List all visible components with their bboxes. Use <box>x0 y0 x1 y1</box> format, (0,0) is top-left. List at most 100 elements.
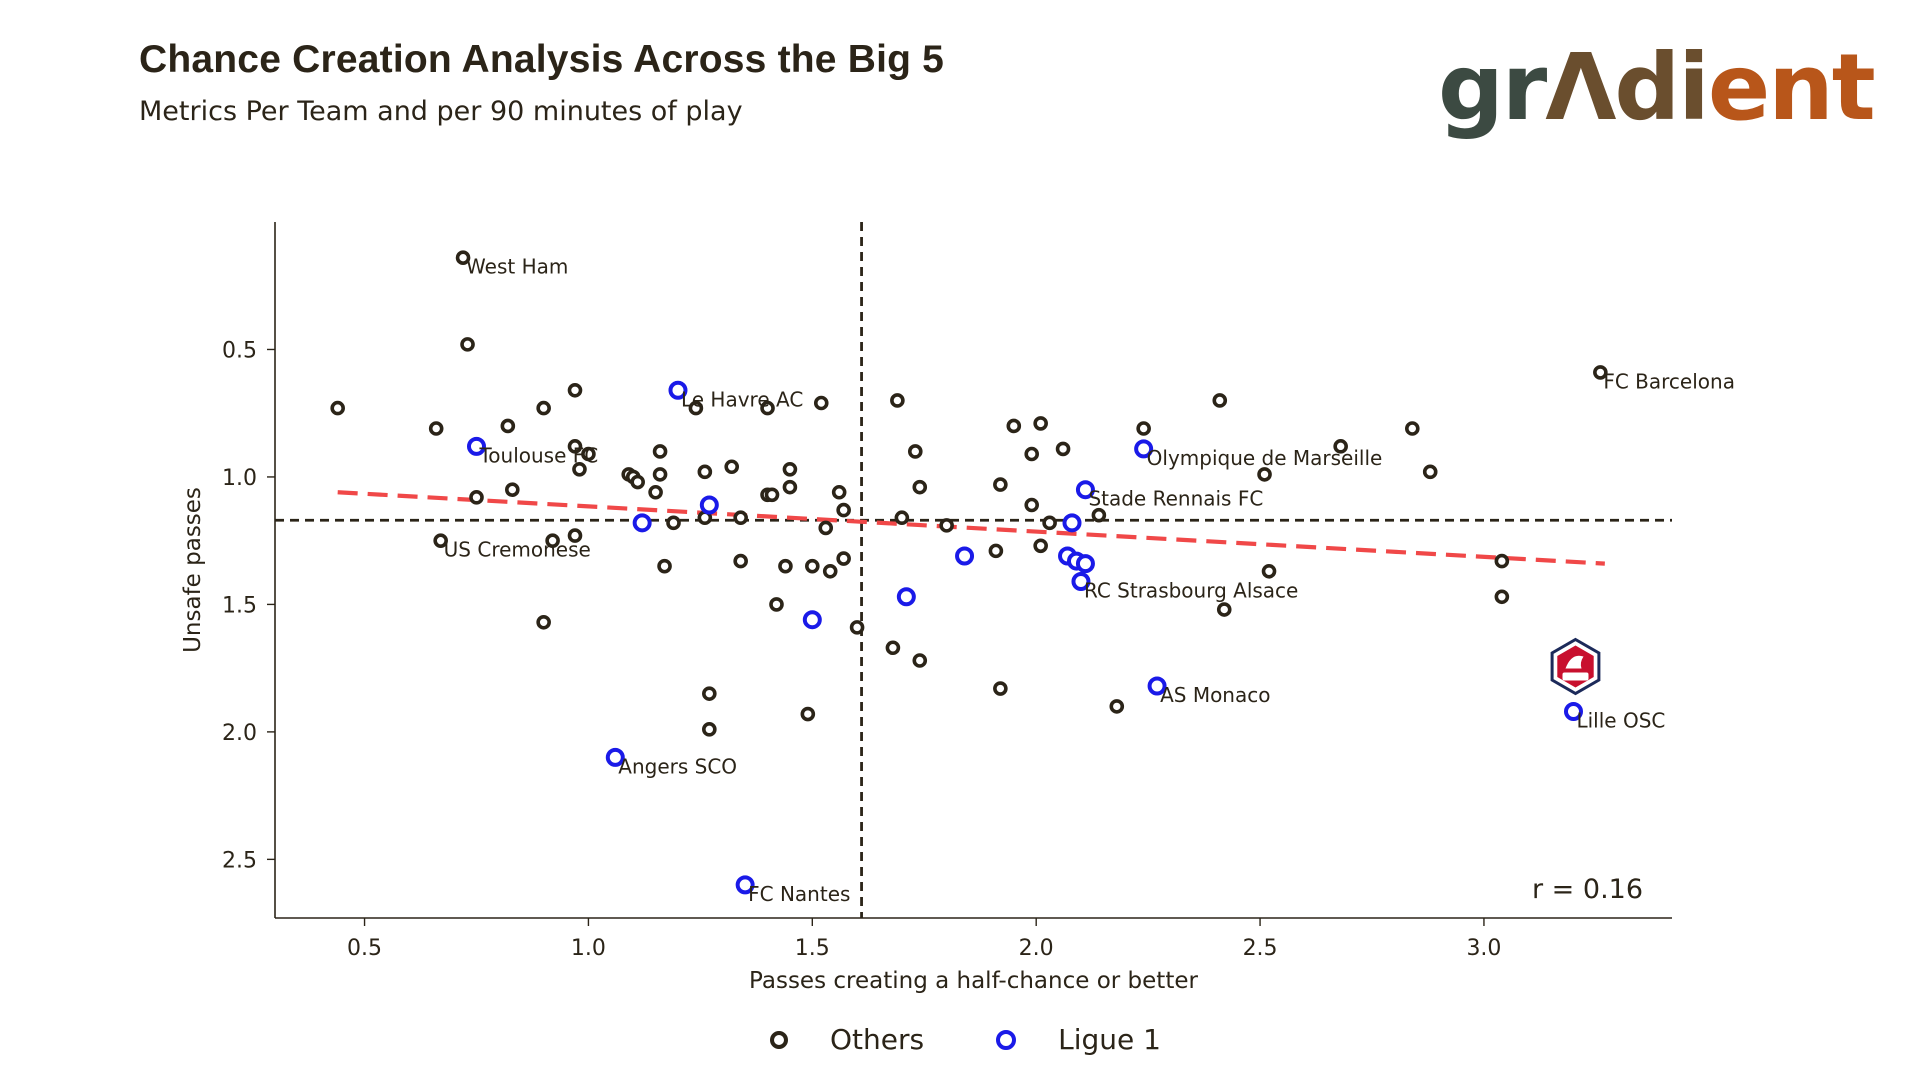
legend-label-ligue1: Ligue 1 <box>1058 1023 1161 1056</box>
point-ligue1 <box>466 436 486 456</box>
point-others <box>993 477 1008 492</box>
point-others <box>1033 538 1048 554</box>
point-others <box>764 487 780 503</box>
point-label: US Cremonese <box>444 538 591 562</box>
x-tick-label: 0.5 <box>347 936 382 961</box>
point-others <box>702 722 717 737</box>
correlation-label: r = 0.16 <box>1520 870 1656 909</box>
legend-marker-ligue1 <box>996 1029 1017 1050</box>
point-others <box>912 479 928 495</box>
point-label: Stade Rennais FC <box>1088 487 1263 511</box>
point-ligue1 <box>1563 701 1583 721</box>
point-others <box>455 250 471 265</box>
point-others <box>1109 699 1125 714</box>
point-others <box>822 563 838 579</box>
point-others <box>907 444 923 459</box>
point-ligue1 <box>802 610 822 630</box>
point-others <box>885 640 901 656</box>
mean-guides <box>275 222 1672 918</box>
x-tick-label: 2.5 <box>1243 936 1278 961</box>
point-others <box>500 418 516 434</box>
point-others <box>666 515 681 531</box>
point-others <box>836 502 851 518</box>
point-others <box>800 706 816 722</box>
point-ligue1 <box>1075 480 1095 500</box>
point-ligue1 <box>605 747 625 767</box>
chart-title: Chance Creation Analysis Across the Big … <box>139 38 945 81</box>
point-others <box>782 479 798 495</box>
point-others <box>702 686 717 701</box>
axes: 0.5 1.0 1.5 2.0 2.5 3.0 0.5 1.0 1.5 2.0 2.5 Passes … <box>180 222 1672 994</box>
y-tick-label: 0.5 <box>222 338 257 363</box>
point-label: Olympique de Marseille <box>1147 446 1383 470</box>
point-label: Lille OSC <box>1576 708 1665 732</box>
point-others <box>724 459 740 475</box>
point-others <box>782 461 798 477</box>
point-others <box>1261 563 1277 579</box>
point-others <box>330 400 345 416</box>
point-others <box>433 533 448 548</box>
point-others <box>912 653 928 668</box>
point-ligue1 <box>1062 513 1082 533</box>
y-tick-label: 1.0 <box>222 466 257 491</box>
gradient-logo: grΛdient <box>1438 34 1876 141</box>
point-others <box>988 543 1004 559</box>
point-others <box>778 558 793 574</box>
point-ligue1 <box>1147 676 1167 696</box>
point-others <box>545 533 560 548</box>
point-others <box>567 439 583 454</box>
point-others <box>652 467 668 482</box>
point-others <box>1055 441 1071 457</box>
trend-line <box>337 490 1605 566</box>
point-others <box>567 382 583 398</box>
point-label: FC Nantes <box>748 882 850 906</box>
point-others <box>1593 365 1608 380</box>
point-ligue1 <box>1071 571 1091 591</box>
legend-item-others: Others <box>770 1023 924 1056</box>
point-others <box>1494 589 1510 605</box>
point-others <box>1405 421 1420 436</box>
point-others <box>697 464 713 480</box>
point-others <box>1006 418 1022 434</box>
point-others <box>652 444 668 459</box>
point-others <box>1136 421 1151 436</box>
point-others <box>836 551 851 566</box>
y-tick-label: 2.5 <box>222 848 257 873</box>
point-others <box>818 520 834 536</box>
point-others <box>1216 602 1232 617</box>
point-others <box>1333 439 1348 454</box>
point-others <box>1212 393 1228 408</box>
legend-item-ligue1: Ligue 1 <box>996 1023 1161 1056</box>
point-ligue1 <box>955 546 975 566</box>
point-ligue1 <box>1075 554 1095 574</box>
chart-subtitle: Metrics Per Team and per 90 minutes of p… <box>139 96 743 127</box>
point-others <box>536 614 551 630</box>
point-ligue1 <box>699 495 719 515</box>
point-others <box>648 484 663 500</box>
point-ligue1 <box>735 875 755 895</box>
point-others <box>939 518 954 533</box>
point-label: RC Strasbourg Alsace <box>1084 578 1298 602</box>
x-axis-label: Passes creating a half-chance or better <box>749 968 1198 994</box>
point-others <box>572 461 587 477</box>
legend-label-others: Others <box>830 1023 925 1056</box>
point-label: AS Monaco <box>1160 683 1270 707</box>
point-others <box>567 528 583 543</box>
point-others <box>1091 507 1107 523</box>
point-others <box>581 446 596 462</box>
point-label: Angers SCO <box>618 754 737 778</box>
point-others <box>890 393 905 408</box>
point-others <box>760 400 775 416</box>
point-others <box>1024 497 1040 513</box>
point-others <box>849 620 865 635</box>
point-others <box>505 482 520 497</box>
y-axis-label: Unsafe passes <box>180 487 206 653</box>
lille-badge <box>1550 637 1601 696</box>
badge-band <box>1562 672 1589 681</box>
badge-dogue-icon <box>1565 655 1584 669</box>
point-others <box>688 400 704 416</box>
point-others <box>630 474 645 490</box>
point-ligue1 <box>632 513 652 533</box>
point-others <box>428 421 444 436</box>
point-others <box>657 558 672 574</box>
